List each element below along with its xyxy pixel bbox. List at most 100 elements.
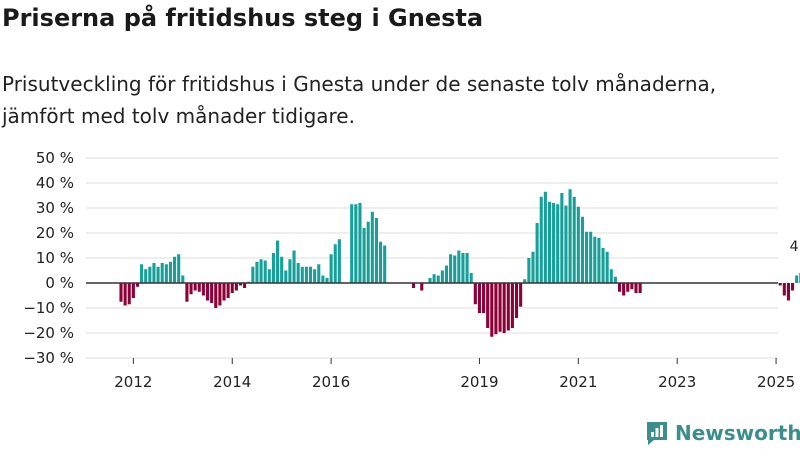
bar: [383, 245, 387, 283]
bar: [321, 275, 325, 283]
bar: [193, 283, 197, 291]
bar: [358, 203, 362, 283]
bar: [552, 203, 556, 283]
bar: [791, 283, 795, 291]
bar: [226, 283, 230, 298]
bar: [469, 273, 473, 283]
bar: [626, 283, 630, 292]
gridlines: [86, 157, 778, 359]
y-tick-label: 50 %: [36, 149, 74, 167]
bar: [251, 266, 255, 283]
bar: [486, 283, 490, 328]
bar: [778, 283, 782, 286]
bar: [337, 239, 341, 283]
bar: [634, 283, 638, 293]
bar: [354, 204, 358, 283]
x-tick-label: 2023: [658, 373, 696, 391]
bar: [135, 283, 140, 287]
x-axis-labels: 2012 2014 2016 2019 2021 2023 2025: [114, 373, 795, 391]
bar: [613, 276, 617, 283]
bar: [622, 283, 626, 296]
bar: [329, 254, 333, 283]
bar: [609, 269, 613, 283]
bar: [205, 283, 210, 301]
bar: [617, 283, 622, 292]
bar: [317, 264, 321, 283]
bar: [288, 259, 292, 283]
bar: [444, 265, 449, 283]
bar: [185, 283, 189, 302]
bar: [313, 269, 317, 283]
bar: [782, 283, 786, 296]
newsworthy-logo-icon: [647, 422, 667, 445]
x-tick-label: 2016: [312, 373, 350, 391]
bar: [576, 206, 580, 283]
bar: [144, 269, 148, 283]
bar: [560, 193, 564, 283]
bar: [453, 255, 457, 283]
y-tick-label: −20 %: [23, 324, 74, 342]
bar: [519, 283, 523, 307]
bar: [502, 283, 506, 333]
bar: [177, 254, 181, 283]
bar: [630, 283, 634, 290]
bar: [156, 266, 160, 283]
bar: [498, 283, 502, 332]
bar: [539, 196, 543, 283]
bar: [300, 266, 304, 283]
bar: [510, 283, 514, 328]
bar: [127, 283, 131, 305]
bar: [568, 189, 572, 283]
y-tick-label: 30 %: [36, 199, 74, 217]
bar: [597, 238, 601, 283]
bar: [482, 283, 486, 313]
bar: [271, 253, 275, 283]
y-tick-label: 0 %: [45, 274, 74, 292]
y-axis-labels: 50 % 40 % 30 % 20 % 10 % 0 % −10 % −20 % −30 %: [23, 149, 74, 367]
x-tick-label: 2012: [114, 373, 152, 391]
bar: [564, 205, 568, 283]
bar: [189, 283, 193, 295]
bar: [218, 283, 222, 306]
bar: [173, 256, 177, 283]
bar: [795, 275, 799, 283]
bar: [160, 263, 164, 283]
bar: [276, 240, 280, 283]
x-tick-label: 2014: [213, 373, 251, 391]
bar: [531, 251, 535, 283]
bar: [436, 275, 440, 283]
bar: [457, 250, 461, 283]
bar: [230, 283, 234, 293]
bar: [243, 283, 247, 288]
x-tick-label: 2025: [757, 373, 795, 391]
bar: [556, 204, 560, 283]
bar: [263, 260, 267, 283]
y-tick-label: −10 %: [23, 299, 74, 317]
y-tick-label: 10 %: [36, 249, 74, 267]
y-tick-label: −30 %: [23, 349, 74, 367]
bar: [420, 283, 424, 291]
bar: [350, 204, 354, 283]
bar: [379, 241, 383, 283]
bar: [234, 283, 238, 291]
bars: [119, 189, 800, 337]
bar: [308, 266, 313, 283]
bar: [494, 283, 498, 335]
bar: [461, 253, 465, 283]
y-tick-label: 20 %: [36, 224, 74, 242]
x-tick-label: 2019: [460, 373, 498, 391]
x-axis-ticks: [132, 358, 777, 364]
bar: [786, 283, 790, 301]
bar: [506, 283, 510, 331]
bar: [222, 283, 226, 301]
bar: [580, 216, 584, 283]
bar: [304, 266, 308, 283]
bar: [148, 266, 152, 283]
bar: [535, 223, 539, 283]
bar: [490, 283, 494, 337]
bar: [638, 283, 642, 293]
bar: [255, 261, 259, 283]
bar: [284, 270, 288, 283]
bar: [366, 221, 370, 283]
